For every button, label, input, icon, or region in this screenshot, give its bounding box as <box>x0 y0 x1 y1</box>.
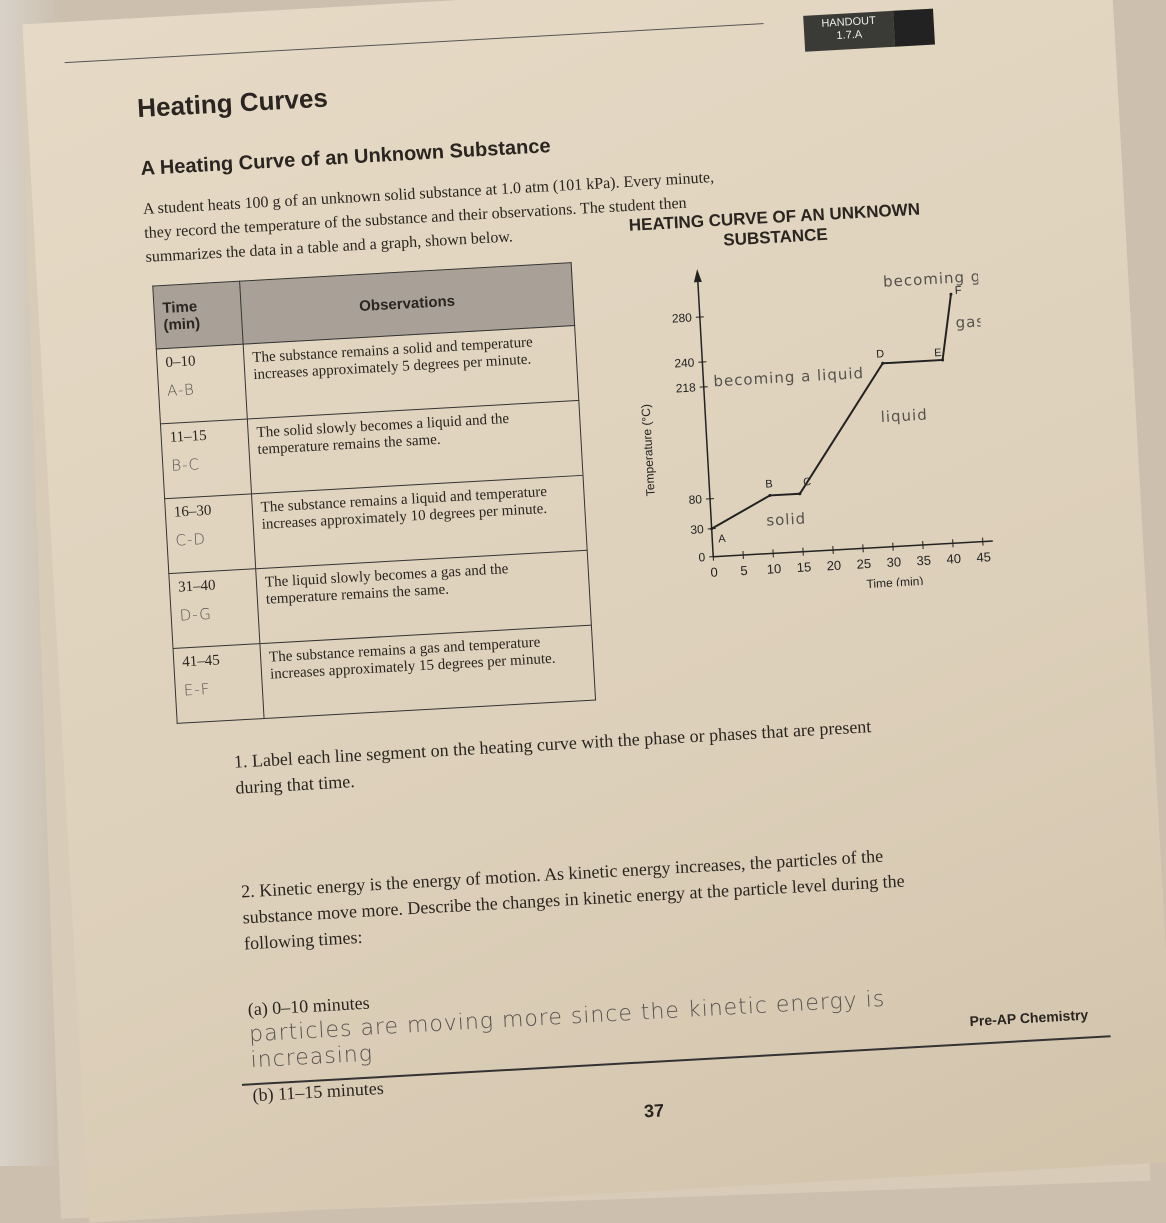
y-tick-label: 280 <box>671 311 692 326</box>
y-tick-label: 218 <box>675 380 696 395</box>
x-tick-label: 25 <box>856 556 871 572</box>
y-tick-label: 0 <box>698 550 706 564</box>
y-tick-label: 80 <box>688 492 702 507</box>
question-2-text: 2. Kinetic energy is the energy of motio… <box>240 840 943 957</box>
time-value: 31–40 <box>178 578 216 596</box>
x-tick-label: 15 <box>796 559 811 575</box>
handwritten-segment-label: C-D <box>175 528 246 550</box>
time-value: 0–10 <box>165 353 196 371</box>
handwritten-segment-label: E-F <box>183 678 254 700</box>
y-axis <box>698 277 714 557</box>
page-title: Heating Curves <box>136 83 328 125</box>
top-rule <box>65 23 764 63</box>
handwritten-annotation: becoming gas <box>883 266 995 291</box>
question-1: 1. Label each line segment on the heatin… <box>233 711 915 801</box>
time-cell: 16–30 C-D <box>165 494 256 574</box>
point-label-b: B <box>765 478 773 490</box>
y-axis-arrow <box>693 269 702 282</box>
x-tick-label: 45 <box>976 549 991 565</box>
time-cell: 11–15 B-C <box>160 419 251 499</box>
footer-brand: Pre-AP Chemistry <box>969 1006 1089 1029</box>
time-value: 16–30 <box>173 503 211 521</box>
time-cell: 41–45 E-F <box>173 644 264 724</box>
header-time: Time (min) <box>153 281 243 349</box>
point-label-c: C <box>803 476 812 488</box>
handwritten-segment-label: A-B <box>167 378 238 400</box>
time-value: 41–45 <box>182 652 220 670</box>
point-label-e: E <box>934 347 942 359</box>
x-tick-label: 30 <box>886 554 901 570</box>
page-number: 37 <box>644 1100 665 1122</box>
y-tick-label: 30 <box>690 522 704 537</box>
x-tick-label: 20 <box>826 558 841 574</box>
time-cell: 31–40 D-G <box>169 569 260 649</box>
x-tick-label: 0 <box>710 564 718 579</box>
handwritten-annotation: solid <box>766 509 807 529</box>
handwritten-annotation: liquid <box>880 406 928 427</box>
time-cell: 0–10 A-B <box>156 344 247 424</box>
handout-badge-bar <box>893 9 935 47</box>
handwritten-segment-label: B-C <box>171 453 242 475</box>
y-tick-label: 240 <box>674 355 695 370</box>
x-tick-label: 10 <box>766 561 781 577</box>
point-label-d: D <box>876 348 885 360</box>
y-axis-label: Temperature (°C) <box>639 404 658 497</box>
heating-curve-chart: 0 5 10 15 20 25 30 35 40 45 0 30 80 218 240 280 Time (mi… <box>617 242 995 602</box>
question-2: 2. Kinetic energy is the energy of motio… <box>240 840 952 1109</box>
x-tick-label: 40 <box>946 551 961 567</box>
handwritten-annotation: becoming a liquid <box>713 364 865 390</box>
x-axis-label: Time (min) <box>866 574 924 591</box>
handwritten-segment-label: D-G <box>179 603 250 625</box>
time-value: 11–15 <box>169 428 207 446</box>
handwritten-annotation: gas <box>955 312 985 332</box>
x-tick-label: 35 <box>916 553 931 569</box>
x-tick-label: 5 <box>740 563 748 578</box>
point-label-a: A <box>718 533 727 545</box>
section-title: A Heating Curve of an Unknown Substance <box>140 135 551 181</box>
